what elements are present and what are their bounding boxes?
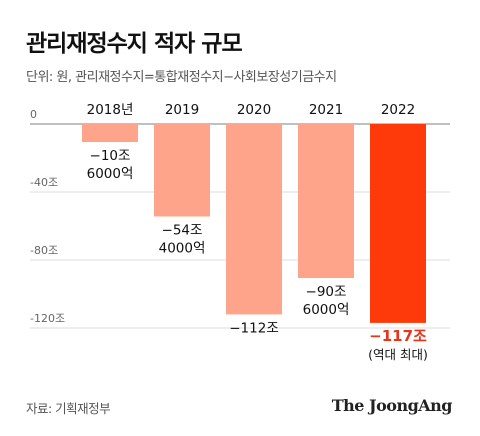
y-tick-label: 0 bbox=[30, 108, 37, 121]
bar bbox=[154, 124, 210, 217]
data-label: 6000억 bbox=[303, 302, 350, 318]
chart-title: 관리재정수지 적자 규모 bbox=[26, 31, 243, 57]
brand-logo: The JoongAng bbox=[331, 396, 453, 415]
source-note: 자료: 기획재정부 bbox=[26, 401, 111, 416]
category-label: 2018년 bbox=[87, 102, 134, 118]
highlight-note: (역대 최대) bbox=[368, 347, 428, 362]
category-label: 2020 bbox=[237, 102, 271, 118]
category-label: 2021 bbox=[309, 102, 343, 118]
data-label: 4000억 bbox=[159, 240, 206, 256]
y-tick-label: -80조 bbox=[30, 244, 58, 257]
data-label: −112조 bbox=[229, 320, 279, 336]
bar bbox=[370, 124, 426, 323]
category-label: 2019 bbox=[165, 102, 199, 118]
category-label: 2022 bbox=[381, 102, 415, 118]
data-label: 6000억 bbox=[87, 166, 134, 182]
bar bbox=[226, 124, 282, 315]
data-label: −54조 bbox=[162, 222, 203, 238]
bar bbox=[82, 124, 138, 143]
y-tick-label: -120조 bbox=[30, 312, 65, 325]
data-label: −117조 bbox=[369, 327, 427, 345]
y-tick-label: -40조 bbox=[30, 176, 58, 189]
bar bbox=[298, 124, 354, 279]
unit-note: 단위: 원, 관리재정수지=통합재정수지−사회보장성기금수지 bbox=[26, 70, 337, 85]
data-label: −90조 bbox=[306, 284, 347, 300]
data-label: −10조 bbox=[90, 148, 131, 164]
